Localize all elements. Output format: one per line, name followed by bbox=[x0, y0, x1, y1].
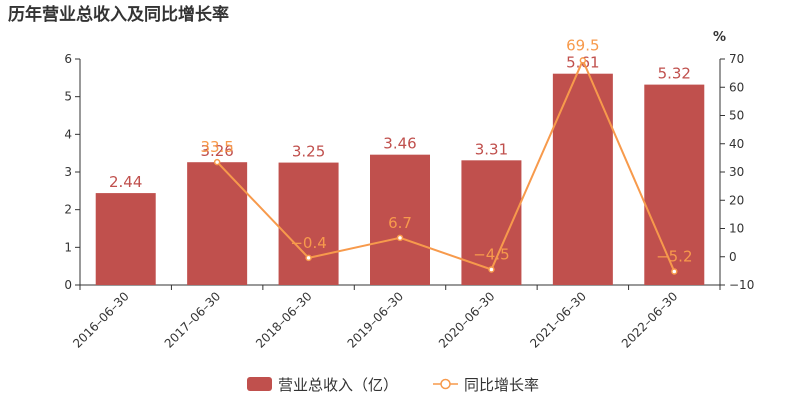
line-series: 33.5 −0.4 6.7 −4.5 69.5 −5.2 bbox=[200, 36, 693, 275]
bar-series bbox=[95, 73, 705, 285]
revenue-bar bbox=[187, 162, 248, 285]
x-axis-tick-label: 2016–06–30 bbox=[70, 289, 132, 351]
revenue-bar-value-label: 3.46 bbox=[383, 135, 416, 153]
growth-rate-value-label: −5.2 bbox=[656, 247, 692, 265]
revenue-bar bbox=[278, 162, 339, 285]
left-axis-tick-label: 2 bbox=[64, 203, 72, 217]
left-axis-tick-label: 1 bbox=[64, 240, 72, 254]
revenue-bar-value-label: 3.25 bbox=[292, 143, 325, 161]
revenue-bar-value-label: 3.31 bbox=[475, 140, 508, 158]
right-axis-tick-label: 40 bbox=[729, 137, 744, 151]
left-axis-tick-label: 5 bbox=[64, 90, 72, 104]
growth-rate-point bbox=[488, 266, 495, 273]
growth-rate-point bbox=[396, 234, 404, 242]
left-axis-tick-label: 3 bbox=[64, 165, 72, 179]
right-axis-tick-label: 30 bbox=[729, 165, 744, 179]
right-axis-tick-label: 20 bbox=[729, 193, 744, 207]
bar-labels: 2.443.263.253.463.315.615.32 bbox=[109, 54, 691, 191]
x-axis-tick-label: 2021–06–30 bbox=[527, 289, 589, 351]
x-axis-tick-label: 2022–06–30 bbox=[619, 289, 681, 351]
growth-rate-point bbox=[305, 254, 312, 262]
revenue-bar bbox=[552, 73, 613, 285]
revenue-bar-value-label: 5.32 bbox=[658, 65, 691, 83]
right-axis-tick-label: 0 bbox=[729, 250, 737, 264]
left-axis-tick-label: 4 bbox=[64, 127, 72, 141]
x-axis-tick-label: 2020–06–30 bbox=[436, 289, 498, 351]
legend-growth-marker bbox=[440, 378, 451, 390]
growth-rate-value-label: 6.7 bbox=[388, 214, 412, 232]
revenue-bar bbox=[370, 154, 430, 285]
chart-title: 历年营业总收入及同比增长率 bbox=[8, 4, 229, 25]
right-axis-tick-label: 60 bbox=[729, 80, 744, 94]
right-axis-tick-label: 50 bbox=[729, 109, 744, 123]
x-axis-tick-label: 2018–06–30 bbox=[253, 289, 315, 351]
left-axis-tick-label: 0 bbox=[64, 278, 72, 292]
growth-rate-line bbox=[216, 57, 676, 272]
growth-rate-point bbox=[671, 268, 678, 275]
legend-revenue-label: 营业总收入（亿） bbox=[278, 376, 398, 394]
growth-rate-point bbox=[579, 57, 587, 64]
growth-rate-value-label: 33.5 bbox=[200, 138, 233, 156]
x-axis-tick-label: 2019–06–30 bbox=[345, 289, 407, 351]
x-axis-tick-label: 2017–06–30 bbox=[162, 289, 224, 351]
growth-rate-point bbox=[213, 158, 221, 166]
growth-rate-value-label: 69.5 bbox=[566, 36, 599, 54]
right-axis-tick-label: 10 bbox=[729, 222, 744, 236]
right-axis-tick-label: −10 bbox=[729, 278, 754, 292]
legend-growth-label: 同比增长率 bbox=[464, 376, 539, 394]
growth-rate-value-label: −4.5 bbox=[473, 245, 509, 263]
revenue-bar-value-label: 3.26 bbox=[200, 142, 233, 160]
left-axis-tick-label: 6 bbox=[64, 52, 72, 66]
right-axis-tick-label: 70 bbox=[729, 52, 744, 66]
revenue-bar-value-label: 2.44 bbox=[109, 173, 142, 191]
legend-revenue-swatch bbox=[247, 377, 272, 391]
revenue-bar bbox=[95, 193, 156, 285]
legend: 营业总收入（亿） 同比增长率 bbox=[247, 376, 539, 394]
right-axis-unit: % bbox=[713, 30, 726, 45]
growth-rate-value-label: −0.4 bbox=[290, 234, 326, 252]
revenue-bar bbox=[644, 84, 705, 285]
